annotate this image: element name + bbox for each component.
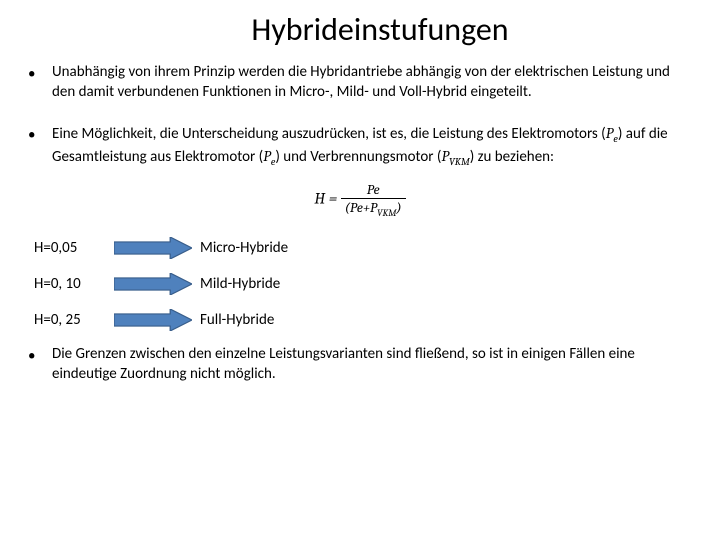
classification-row: H=0, 25 Full-Hybride xyxy=(34,309,692,331)
sym-pe2: P xyxy=(263,147,271,165)
classification-label: Mild-Hybride xyxy=(200,275,692,293)
bullet-3-text: Die Grenzen zwischen den einzelne Leistu… xyxy=(52,345,692,384)
slide-title: Hybrideinstufungen xyxy=(68,10,692,49)
arrow-icon xyxy=(114,237,192,259)
arrow-wrap xyxy=(114,309,200,331)
arrow-icon xyxy=(114,273,192,295)
classification-h-value: H=0, 25 xyxy=(34,311,114,329)
bullet-1: • Unabhängig von ihrem Prinzip werden di… xyxy=(28,63,692,102)
sym-pvkm: P xyxy=(441,147,449,165)
arrow-wrap xyxy=(114,273,200,295)
bullet-dot: • xyxy=(28,345,52,384)
formula-den: (Pe+PVKM) xyxy=(341,199,406,219)
classification-row: H=0, 10 Mild-Hybride xyxy=(34,273,692,295)
formula-num: Pe xyxy=(341,181,406,199)
bullet-1-text: Unabhängig von ihrem Prinzip werden die … xyxy=(52,63,692,102)
classification-row: H=0,05 Micro-Hybride xyxy=(34,237,692,259)
formula-eq: = xyxy=(325,190,341,208)
formula-den-open: (Pe+P xyxy=(345,199,377,216)
classification-h-value: H=0,05 xyxy=(34,239,114,257)
formula-fraction: Pe(Pe+PVKM) xyxy=(341,181,406,219)
classification-list: H=0,05Micro-HybrideH=0, 10Mild-HybrideH=… xyxy=(28,237,692,331)
formula: H = Pe(Pe+PVKM) xyxy=(28,181,692,219)
classification-h-value: H=0, 10 xyxy=(34,275,114,293)
bullet-2-mid2: ) und Verbrennungsmotor ( xyxy=(275,148,441,166)
formula-den-close: ) xyxy=(396,199,401,216)
bullet-2-pre: Eine Möglichkeit, die Unterscheidung aus… xyxy=(52,125,606,143)
classification-label: Full-Hybride xyxy=(200,311,692,329)
arrow-wrap xyxy=(114,237,200,259)
formula-den-sub: VKM xyxy=(377,208,396,219)
classification-label: Micro-Hybride xyxy=(200,239,692,257)
bullet-3: • Die Grenzen zwischen den einzelne Leis… xyxy=(28,345,692,384)
bullet-2-text: Eine Möglichkeit, die Unterscheidung aus… xyxy=(52,124,692,169)
sym-pvkm-sub: VKM xyxy=(449,156,470,168)
bullet-dot: • xyxy=(28,63,52,102)
bullet-2: • Eine Möglichkeit, die Unterscheidung a… xyxy=(28,124,692,169)
arrow-icon xyxy=(114,309,192,331)
formula-lhs: H xyxy=(314,190,325,208)
bullet-dot: • xyxy=(28,124,52,169)
bullet-2-post: ) zu beziehen: xyxy=(470,148,554,166)
